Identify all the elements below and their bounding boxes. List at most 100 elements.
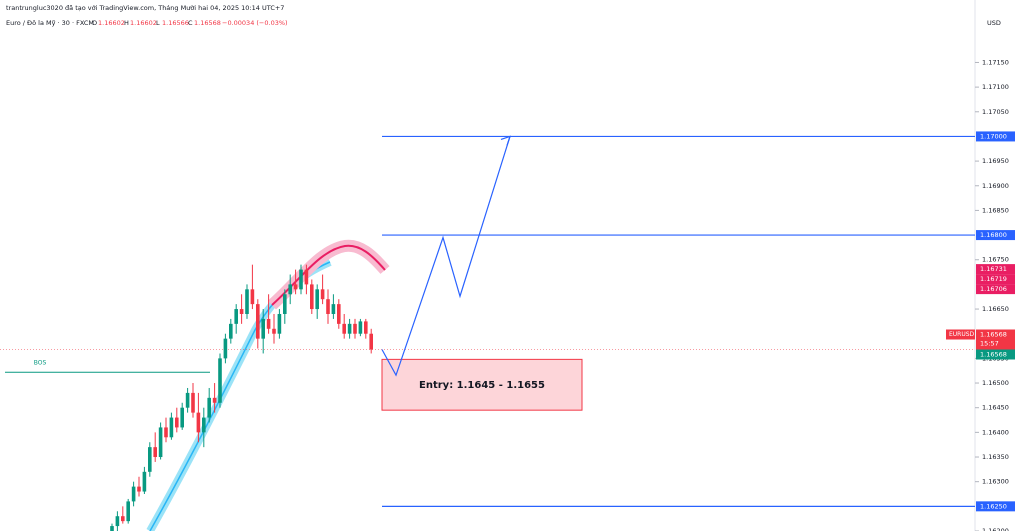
candle-body	[256, 304, 260, 339]
ohlc-value: 1.16566	[162, 19, 189, 27]
price-tick-label: 1.16850	[982, 206, 1009, 214]
candle-body	[277, 313, 282, 334]
candle-body	[239, 309, 244, 314]
ohlc-key: L	[156, 19, 160, 27]
symbol: Euro / Đô la Mỹ · 30 · FXCM	[6, 19, 94, 27]
bid-label: 1.16568	[980, 351, 1007, 359]
level-tag	[976, 131, 1015, 142]
entry-label: Entry: 1.1645 - 1.1655	[419, 380, 545, 391]
candle-body	[337, 304, 341, 324]
credit: trantrungluc3020 đã tạo với TradingView.…	[6, 4, 284, 12]
candle-body	[153, 447, 157, 458]
candle-body	[310, 284, 314, 310]
candle-body	[369, 333, 373, 350]
level-tag	[976, 501, 1015, 512]
candle-body	[326, 299, 330, 314]
candle-body	[142, 471, 147, 492]
candle-body	[261, 318, 265, 339]
entry-zone	[381, 358, 583, 411]
candle-body	[320, 289, 325, 300]
candle-body	[131, 486, 136, 502]
candle-body	[272, 328, 276, 334]
price-tick-label: 1.16900	[982, 182, 1009, 190]
level-tag-label: 1.17000	[980, 132, 1007, 140]
candle-body	[158, 427, 163, 458]
price-tick-label: 1.16400	[982, 428, 1009, 436]
ohlc-value: 1.16602	[130, 19, 157, 27]
price-tick-label: 1.16350	[982, 453, 1009, 461]
ohlc-key: H	[124, 19, 129, 27]
price-tick-label: 1.16300	[982, 478, 1009, 486]
candle-body	[202, 417, 206, 433]
price-tick-label: 1.17050	[982, 108, 1009, 116]
candle-body	[218, 358, 222, 403]
candle-body	[234, 309, 238, 324]
ohlc-change: −0.00034 (−0.03%)	[222, 19, 288, 27]
level-tag-label: 1.16250	[980, 502, 1007, 510]
level-tag-label: 1.16800	[980, 231, 1007, 239]
bos-label: BOS	[34, 360, 47, 367]
price-tick-label: 1.17150	[982, 58, 1009, 66]
candle-body	[191, 392, 195, 413]
candle-body	[207, 397, 211, 418]
pink-tag-label: 1.16706	[980, 285, 1007, 293]
candle-body	[137, 486, 141, 492]
candle-body	[266, 318, 271, 329]
candle-body	[304, 269, 309, 285]
candle-body	[196, 412, 201, 433]
projection-path	[381, 136, 511, 377]
candle-body	[180, 407, 184, 428]
candle-body	[223, 338, 228, 359]
candle-body	[250, 289, 255, 305]
symbol-tag-label: EURUSD	[949, 331, 975, 338]
price-tick-label: 1.16750	[982, 256, 1009, 264]
candle-body	[164, 427, 168, 438]
price-tick-label: 1.16200	[982, 527, 1009, 531]
last-price-label: 1.16568	[980, 331, 1007, 339]
ma-line-pink	[271, 244, 386, 306]
candle-body	[115, 516, 120, 527]
candle-body	[364, 321, 368, 334]
candle-body	[169, 417, 174, 438]
countdown: 15:57	[980, 340, 999, 348]
candle-body	[148, 447, 152, 472]
candle-body	[245, 289, 249, 314]
pink-tag-label: 1.16731	[980, 265, 1007, 273]
candle-body	[342, 323, 346, 334]
candle-body	[331, 304, 336, 314]
candle-body	[175, 417, 179, 428]
bid-tag	[976, 349, 1015, 360]
symbol-tag	[946, 329, 975, 340]
projection-arrow	[500, 135, 511, 146]
price-tick-label: 1.16650	[982, 305, 1009, 313]
pink-tag	[976, 284, 1015, 295]
ohlc-key: O	[92, 19, 97, 27]
candle-body	[126, 501, 130, 522]
ohlc-legend: O 1.16602 H 1.16602 L 1.16566 C 1.16568 −0.00034…	[92, 19, 288, 27]
pink-tag	[976, 274, 1015, 285]
candle-body	[121, 516, 125, 522]
pink-tag-label: 1.16719	[980, 275, 1007, 283]
currency: USD	[987, 19, 1001, 27]
candle-body	[212, 397, 217, 403]
price-tick-label: 1.17100	[982, 83, 1009, 91]
price-tick-label: 1.16950	[982, 157, 1009, 165]
pink-tag	[976, 264, 1015, 275]
price-tick-label: 1.16500	[982, 379, 1009, 387]
ohlc-key: C	[188, 19, 193, 27]
last-price-tag	[976, 329, 1015, 350]
candle-body	[293, 284, 298, 290]
price-tick-label: 1.16450	[982, 404, 1009, 412]
candle-body	[185, 392, 190, 408]
ohlc-value: 1.16568	[194, 19, 221, 27]
candle-body	[358, 321, 363, 334]
candle-body	[283, 294, 287, 314]
candle-body	[353, 323, 357, 334]
level-tag	[976, 230, 1015, 241]
candle-body	[288, 284, 292, 295]
candle-body	[299, 269, 303, 290]
candle-body	[347, 323, 352, 334]
candle-body	[315, 289, 319, 310]
ohlc-value: 1.16602	[98, 19, 125, 27]
